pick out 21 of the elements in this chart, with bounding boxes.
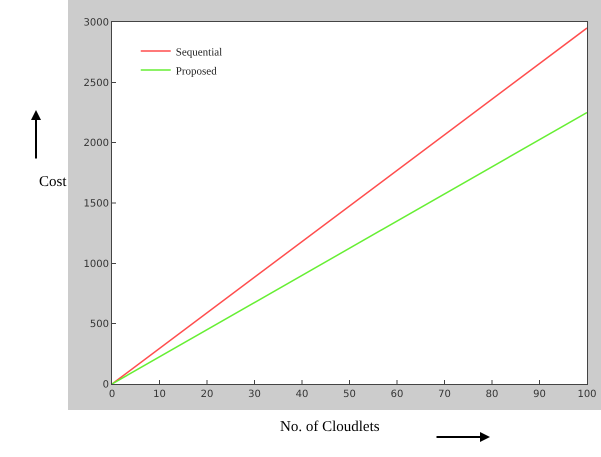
- x-tick-label: 30: [248, 389, 261, 400]
- x-tick-label: 80: [486, 389, 498, 400]
- x-tick-label: 100: [577, 389, 597, 400]
- y-tick-label: 2000: [84, 138, 109, 150]
- y-tick-label: 0: [102, 380, 109, 390]
- x-tick-label: 40: [296, 389, 308, 400]
- legend-label: Sequential: [176, 46, 222, 58]
- y-axis-title: Cost: [39, 174, 68, 190]
- x-tick-label: 60: [390, 389, 404, 400]
- x-tick-label: 50: [343, 389, 356, 400]
- y-tick-label: 1000: [84, 258, 109, 270]
- y-tick-label: 500: [90, 319, 109, 330]
- x-axis-title: No. of Cloudlets: [280, 419, 380, 435]
- x-tick-label: 70: [438, 389, 451, 400]
- y-tick-label: 2500: [84, 78, 109, 89]
- x-tick-label: 20: [200, 389, 214, 400]
- x-tick-label: 10: [153, 389, 166, 400]
- y-tick-label: 1500: [84, 198, 109, 210]
- x-tick-label: 90: [533, 389, 546, 400]
- y-tick-label: 3000: [84, 18, 109, 28]
- legend-label: Proposed: [176, 65, 218, 78]
